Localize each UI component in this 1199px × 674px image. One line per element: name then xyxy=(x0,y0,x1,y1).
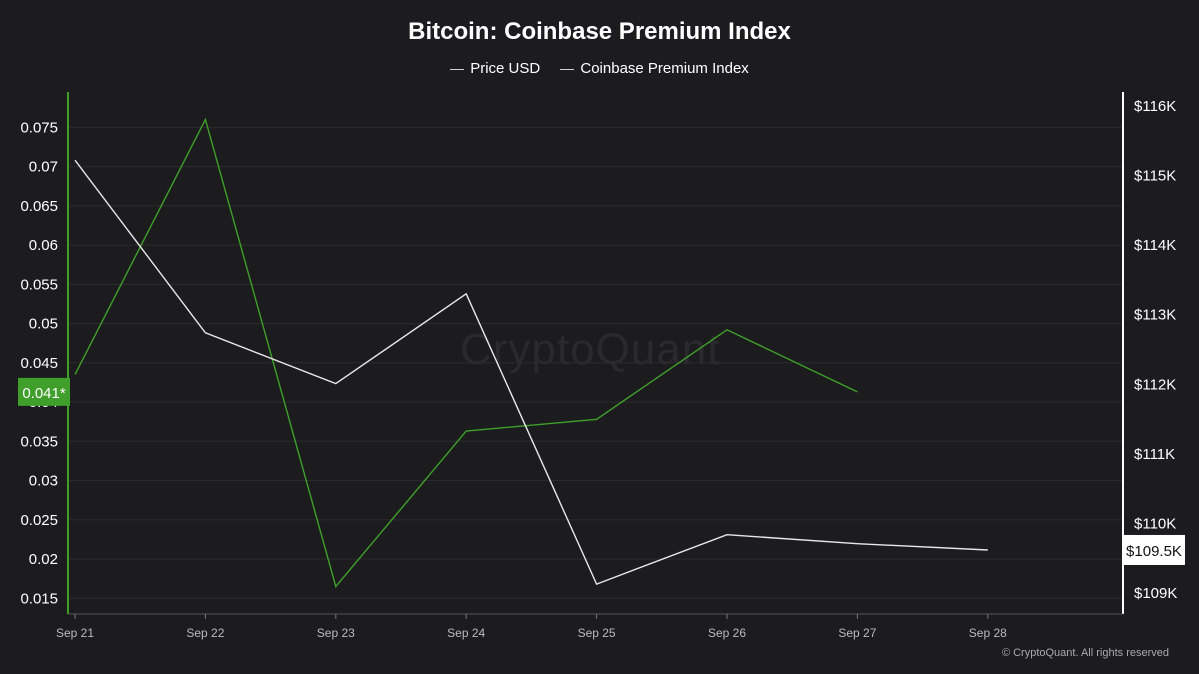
y-left-tick-label: 0.065 xyxy=(20,198,58,215)
premium-index-line xyxy=(74,117,858,588)
y-left-tick-label: 0.015 xyxy=(20,590,58,607)
watermark: CryptoQuant xyxy=(460,325,721,374)
y-left-tick-label: 0.06 xyxy=(29,237,58,254)
y-right-tick-label: $112K xyxy=(1134,376,1176,393)
y-right-tick-label: $115K xyxy=(1134,168,1176,185)
x-tick-label: Sep 26 xyxy=(708,626,746,640)
y-left-tick-label: 0.025 xyxy=(20,512,58,529)
y-left-tick-label: 0.07 xyxy=(29,159,58,176)
y-right-tick-label: $111K xyxy=(1134,446,1175,463)
legend-label-premium: Coinbase Premium Index xyxy=(580,60,749,77)
y-left-tick-label: 0.02 xyxy=(29,551,58,568)
y-right-tick-label: $109K xyxy=(1134,585,1177,602)
chart-legend: Price USD Coinbase Premium Index xyxy=(0,60,1199,77)
price-usd-line xyxy=(74,159,988,585)
y-left-tick-label: 0.05 xyxy=(29,316,58,333)
y-left-tick-label: 0.03 xyxy=(29,473,58,490)
current-premium-label: 0.041* xyxy=(22,385,66,402)
y-right-tick-label: $113K xyxy=(1134,307,1176,324)
y-right-tick-label: $110K xyxy=(1134,516,1176,533)
x-tick-label: Sep 22 xyxy=(186,626,224,640)
chart-title: Bitcoin: Coinbase Premium Index xyxy=(408,18,791,45)
y-left-tick-label: 0.045 xyxy=(20,355,58,372)
current-price-label: $109.5K xyxy=(1126,543,1182,560)
current-premium-badge xyxy=(18,377,70,406)
y-left-tick-label: 0.055 xyxy=(20,276,58,293)
x-tick-label: Sep 23 xyxy=(317,626,355,640)
x-tick-label: Sep 27 xyxy=(838,626,876,640)
y-left-tick-label: 0.035 xyxy=(20,433,58,450)
y-left-tick-label: 0.075 xyxy=(20,119,58,136)
x-tick-label: Sep 28 xyxy=(969,626,1007,640)
legend-item-premium[interactable]: Coinbase Premium Index xyxy=(560,60,749,77)
y-right-tick-label: $116K xyxy=(1134,98,1176,115)
copyright-text: © CryptoQuant. All rights reserved xyxy=(1001,647,1169,659)
current-price-badge xyxy=(1123,534,1185,565)
x-tick-label: Sep 25 xyxy=(578,626,616,640)
y-right-tick-label: $114K xyxy=(1134,237,1176,254)
legend-item-price[interactable]: Price USD xyxy=(450,60,540,77)
x-tick-label: Sep 21 xyxy=(56,626,94,640)
x-tick-label: Sep 24 xyxy=(447,626,485,640)
legend-label-price: Price USD xyxy=(470,60,541,77)
